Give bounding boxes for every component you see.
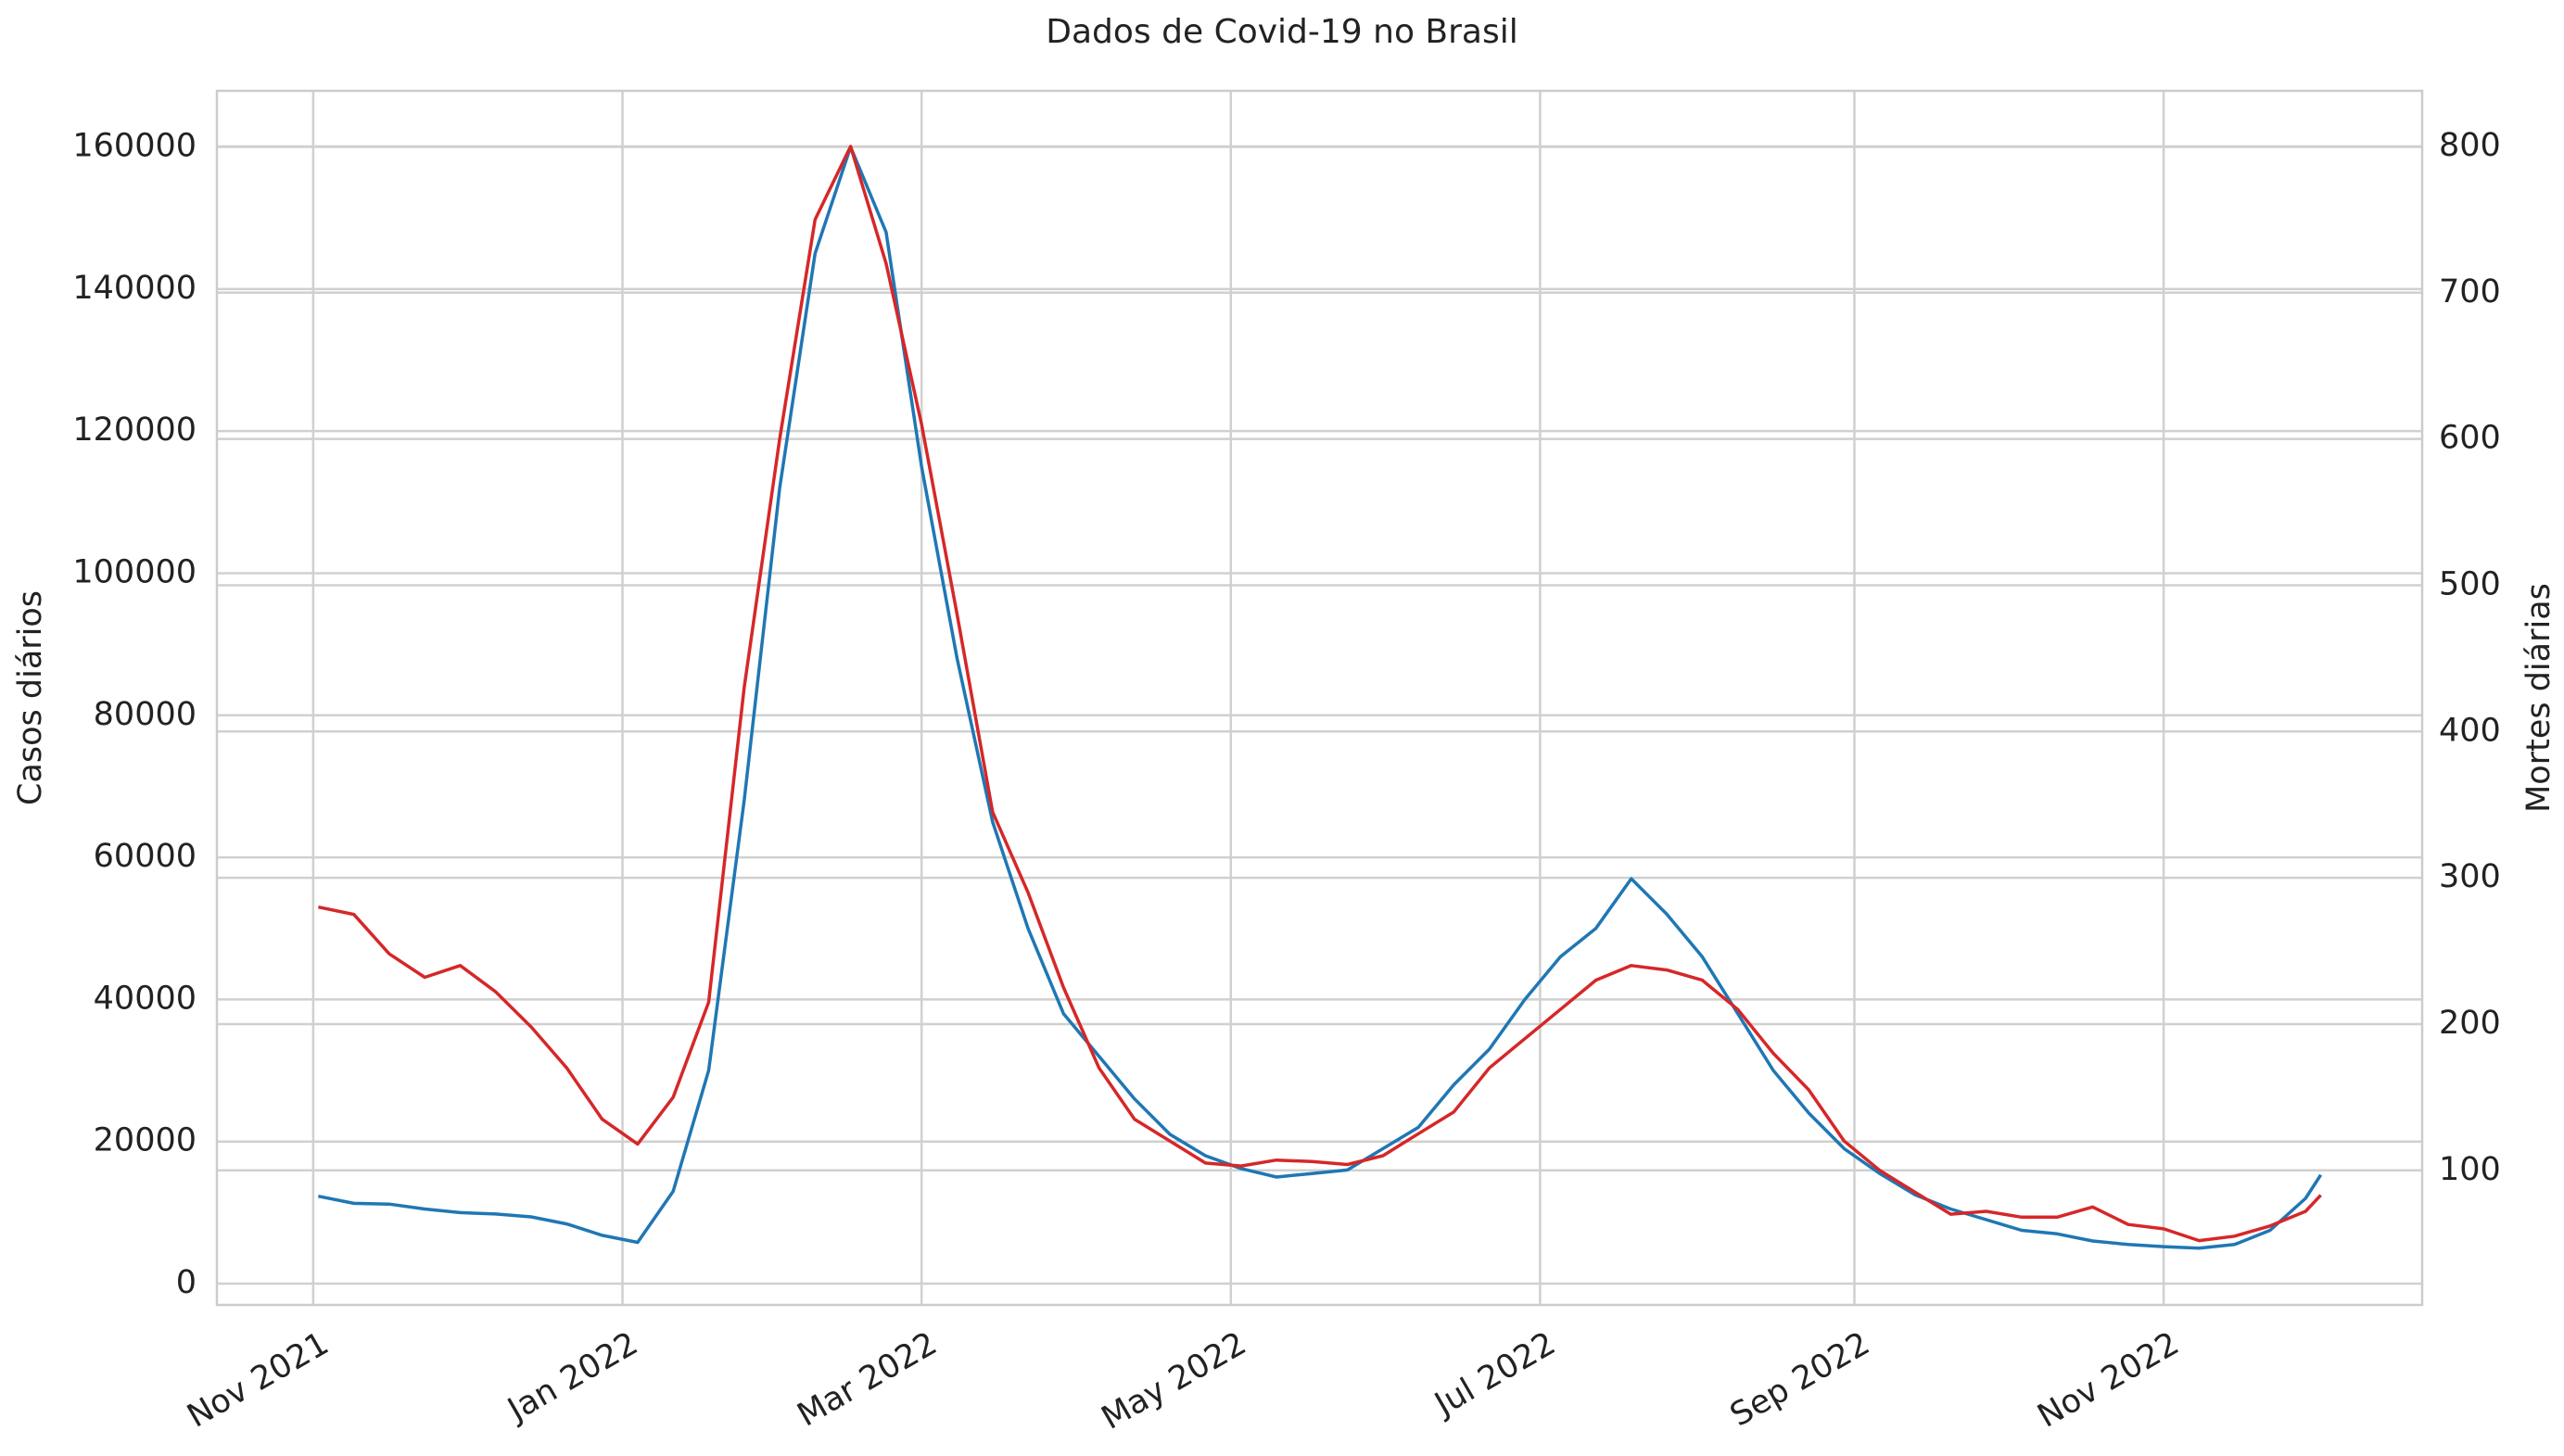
chart-title: Dados de Covid-19 no Brasil (1046, 13, 1517, 51)
y-tick-label: 80000 (94, 696, 197, 733)
y2-tick-label: 300 (2439, 858, 2501, 895)
data-line (318, 145, 2323, 1250)
y-tick-label: 60000 (94, 838, 197, 875)
y2-tick-label: 700 (2439, 273, 2501, 310)
y-tick-label: 40000 (94, 980, 197, 1017)
y-tick-label: 0 (176, 1264, 197, 1301)
y2-tick-label: 100 (2439, 1151, 2501, 1188)
y-tick-label: 120000 (72, 411, 197, 449)
y-tick-label: 160000 (72, 128, 197, 165)
plot-frame (215, 89, 2424, 1307)
y2-tick-label: 800 (2439, 127, 2501, 164)
y2-tick-label: 600 (2439, 420, 2501, 457)
y2-tick-label: 400 (2439, 712, 2501, 749)
y-axis-label: Casos diários (12, 590, 49, 805)
y2-axis-label: Mortes diárias (2520, 583, 2558, 813)
y2-tick-label: 200 (2439, 1005, 2501, 1042)
y2-tick-label: 500 (2439, 565, 2501, 602)
y-tick-label: 140000 (72, 270, 197, 307)
y-tick-label: 100000 (72, 553, 197, 590)
y-tick-label: 20000 (94, 1122, 197, 1159)
data-line (318, 145, 2322, 1243)
